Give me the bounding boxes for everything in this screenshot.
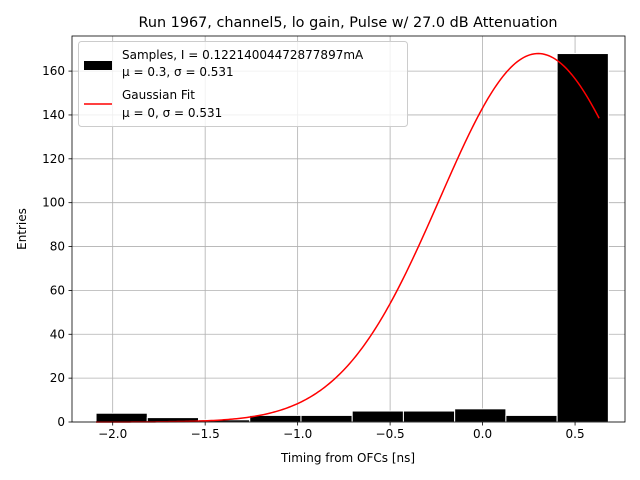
legend-samples-line2: μ = 0.3, σ = 0.531 — [122, 65, 234, 79]
histogram-bar-4 — [300, 414, 353, 423]
gaussian-fit-line — [96, 52, 600, 423]
x-axis-ticks: −2.0 −1.5 −1.0 −0.5 0.0 0.5 — [98, 422, 585, 441]
legend-samples-swatch — [84, 61, 112, 70]
y-tick-label-6: 120 — [42, 152, 65, 166]
y-tick-label-8: 160 — [42, 64, 65, 78]
legend-box — [78, 41, 408, 127]
y-axis-ticks: 0 20 40 60 80 100 120 140 160 — [42, 64, 72, 429]
legend-fit-line2: μ = 0, σ = 0.531 — [122, 106, 222, 120]
histogram-bar-6 — [402, 410, 456, 423]
legend: Samples, I = 0.12214004472877897mA μ = 0… — [78, 41, 408, 127]
histogram-bar-5 — [351, 410, 404, 423]
y-tick-label-5: 100 — [42, 196, 65, 210]
x-tick-label-5: 0.5 — [566, 427, 585, 441]
y-tick-label-1: 20 — [50, 371, 65, 385]
chart-title: Run 1967, channel5, lo gain, Pulse w/ 27… — [139, 15, 558, 31]
x-tick-label-0: −2.0 — [98, 427, 127, 441]
y-tick-label-4: 80 — [50, 240, 65, 254]
y-tick-label-3: 60 — [50, 283, 65, 297]
histogram-bar-8 — [505, 414, 558, 423]
histogram-bar-7 — [454, 408, 507, 423]
histogram-bar-0 — [95, 412, 148, 423]
histogram-bars — [95, 53, 609, 423]
plot-frame — [71, 35, 626, 423]
legend-samples-line1: Samples, I = 0.12214004472877897mA — [122, 48, 364, 62]
x-tick-label-4: 0.0 — [473, 427, 492, 441]
x-tick-label-3: −0.5 — [376, 427, 405, 441]
x-tick-label-1: −1.5 — [191, 427, 220, 441]
y-tick-label-0: 0 — [57, 415, 65, 429]
legend-fit-line1: Gaussian Fit — [122, 88, 195, 102]
x-axis-label: Timing from OFCs [ns] — [280, 451, 415, 465]
y-tick-label-7: 140 — [42, 108, 65, 122]
y-tick-label-2: 40 — [50, 327, 65, 341]
y-axis-label: Entries — [15, 208, 29, 250]
histogram-bar-9 — [556, 53, 609, 423]
x-tick-label-2: −1.0 — [283, 427, 312, 441]
